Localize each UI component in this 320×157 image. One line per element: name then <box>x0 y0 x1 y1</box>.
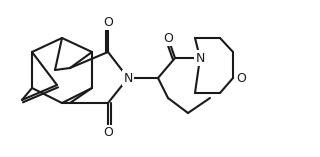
Text: O: O <box>103 127 113 140</box>
Text: O: O <box>103 16 113 29</box>
Text: N: N <box>123 71 133 84</box>
Text: O: O <box>163 32 173 44</box>
Text: O: O <box>236 71 246 84</box>
Text: N: N <box>195 51 205 65</box>
